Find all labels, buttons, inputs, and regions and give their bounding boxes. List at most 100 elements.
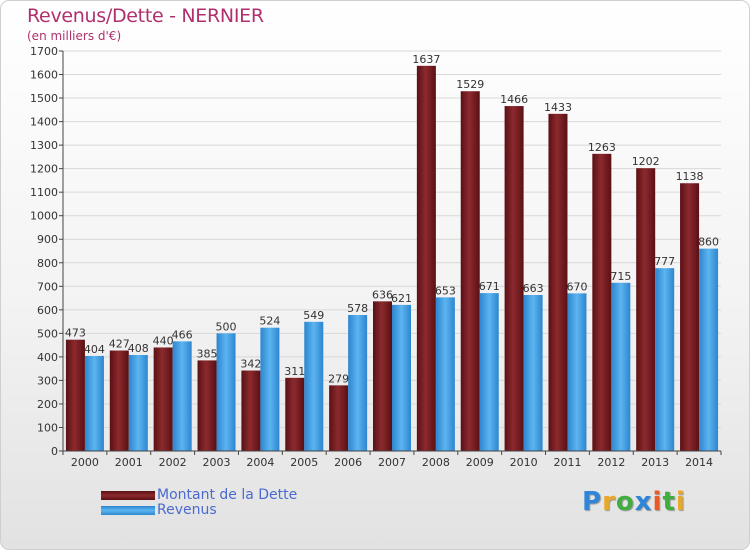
value-label-dette: 473 — [65, 327, 86, 340]
bar-dette — [592, 153, 612, 451]
x-tick-label: 2006 — [334, 456, 362, 469]
y-tick-label: 300 — [37, 374, 58, 387]
y-tick-label: 1200 — [30, 163, 58, 176]
logo-letter: i — [675, 487, 686, 517]
bar-dette — [460, 91, 480, 451]
bar-dette — [680, 183, 700, 451]
value-label-dette: 279 — [328, 372, 349, 385]
bar-revenus — [260, 327, 280, 451]
chart-subtitle: (en milliers d'€) — [27, 29, 122, 43]
x-tick-label: 2002 — [159, 456, 187, 469]
bar-revenus — [216, 333, 236, 451]
value-label-revenus: 663 — [523, 282, 544, 295]
x-tick-label: 2005 — [290, 456, 318, 469]
y-tick-label: 100 — [37, 421, 58, 434]
value-label-dette: 1637 — [412, 53, 440, 66]
legend-label-revenus: Revenus — [157, 502, 217, 518]
bar-dette — [504, 106, 524, 451]
value-label-revenus: 549 — [303, 309, 324, 322]
bar-revenus — [348, 315, 368, 451]
y-axis-ticks: 0 100 200 300 400 500 600 700 800 900 1000 1100 1200… — [30, 45, 63, 458]
bar-dette — [548, 113, 568, 451]
bar-revenus — [304, 321, 324, 451]
y-tick-label: 1700 — [30, 45, 58, 58]
value-label-revenus: 621 — [391, 292, 412, 305]
y-tick-label: 1100 — [30, 186, 58, 199]
value-label-revenus: 653 — [435, 284, 456, 297]
value-label-dette: 1263 — [588, 141, 616, 154]
value-label-revenus: 466 — [172, 328, 193, 341]
bar-dette — [416, 65, 436, 451]
value-label-revenus: 524 — [259, 315, 280, 328]
bar-dette — [636, 168, 656, 452]
value-label-dette: 342 — [240, 358, 261, 371]
bar-revenus — [84, 355, 104, 451]
y-tick-label: 1000 — [30, 210, 58, 223]
y-tick-label: 500 — [37, 327, 58, 340]
y-tick-label: 1500 — [30, 92, 58, 105]
bar-revenus — [392, 304, 411, 451]
y-tick-label: 1600 — [30, 69, 58, 82]
value-label-revenus: 578 — [347, 302, 368, 315]
value-label-revenus: 404 — [84, 343, 105, 356]
legend-item-revenus: Revenus — [101, 502, 217, 518]
value-label-dette: 385 — [197, 347, 218, 360]
y-tick-label: 1300 — [30, 139, 58, 152]
chart-title: Revenus/Dette - NERNIER — [27, 5, 264, 27]
y-tick-label: 600 — [37, 304, 58, 317]
value-label-dette: 1529 — [456, 78, 484, 91]
x-tick-label: 2013 — [641, 456, 669, 469]
x-tick-label: 2004 — [246, 456, 274, 469]
legend-swatch-dette — [101, 490, 155, 500]
value-label-revenus: 860 — [698, 236, 719, 249]
x-tick-label: 2003 — [203, 456, 231, 469]
bar-revenus — [523, 295, 543, 451]
x-tick-label: 2007 — [378, 456, 406, 469]
bar-dette — [329, 385, 349, 451]
y-tick-label: 400 — [37, 351, 58, 364]
value-label-revenus: 670 — [566, 280, 587, 293]
y-tick-label: 1400 — [30, 116, 58, 129]
y-tick-label: 0 — [51, 445, 58, 458]
bar-revenus — [479, 293, 499, 451]
logo-letter: x — [634, 487, 653, 517]
bar-revenus — [567, 293, 587, 451]
bar-dette — [285, 377, 305, 451]
y-tick-label: 900 — [37, 233, 58, 246]
proxiti-logo: Proxiti — [582, 487, 686, 517]
value-label-dette: 1466 — [500, 93, 528, 106]
value-label-revenus: 715 — [610, 270, 631, 283]
x-tick-label: 2001 — [115, 456, 143, 469]
bar-dette — [153, 347, 173, 451]
bar-revenus — [699, 248, 719, 451]
value-label-revenus: 671 — [479, 280, 500, 293]
value-label-dette: 1202 — [632, 155, 660, 168]
legend-swatch-revenus — [101, 505, 155, 515]
bars — [65, 65, 719, 452]
x-tick-label: 2009 — [466, 456, 494, 469]
value-label-dette: 1433 — [544, 101, 572, 114]
bar-revenus — [128, 355, 148, 451]
value-label-dette: 311 — [284, 365, 305, 378]
legend-item-dette: Montant de la Dette — [101, 487, 297, 503]
bar-dette — [109, 350, 129, 451]
logo-letter: t — [662, 487, 676, 517]
bar-revenus — [172, 341, 192, 451]
x-tick-label: 2011 — [553, 456, 581, 469]
logo-letter: P — [582, 487, 603, 517]
y-tick-label: 700 — [37, 280, 58, 293]
value-label-dette: 1138 — [676, 170, 704, 183]
logo-letter: i — [652, 487, 663, 517]
y-tick-label: 200 — [37, 398, 58, 411]
value-label-revenus: 500 — [216, 320, 237, 333]
x-tick-label: 2010 — [510, 456, 538, 469]
bar-revenus — [655, 268, 675, 451]
legend-label-dette: Montant de la Dette — [157, 487, 298, 503]
x-tick-label: 2014 — [685, 456, 713, 469]
x-tick-label: 2008 — [422, 456, 450, 469]
value-label-revenus: 777 — [654, 255, 675, 268]
value-label-dette: 636 — [372, 288, 393, 301]
